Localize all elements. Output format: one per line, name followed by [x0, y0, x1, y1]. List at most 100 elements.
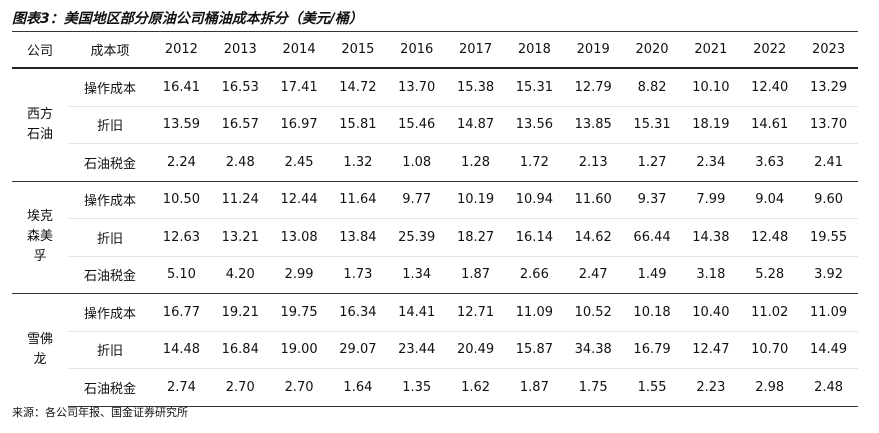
header-cell: 2013	[210, 31, 270, 69]
value-cell: 2.70	[269, 368, 329, 407]
value-cell: 2.66	[504, 255, 564, 294]
value-cell: 19.21	[210, 293, 270, 331]
item-cell: 石油税金	[68, 368, 152, 407]
title: 图表3：美国地区部分原油公司桶油成本拆分（美元/桶）	[12, 11, 363, 27]
value-cell: 9.37	[622, 180, 682, 219]
value-cell: 34.38	[563, 330, 623, 369]
value-cell: 16.34	[328, 293, 388, 331]
value-cell: 18.19	[681, 105, 741, 144]
value-cell: 17.41	[269, 67, 329, 106]
value-cell: 10.52	[563, 293, 623, 331]
item-cell: 石油税金	[68, 143, 152, 181]
value-cell: 5.10	[152, 255, 211, 294]
value-cell: 25.39	[387, 218, 447, 256]
value-cell: 2.70	[210, 368, 270, 407]
value-cell: 2.45	[269, 143, 329, 181]
value-cell: 14.61	[740, 105, 800, 144]
value-cell: 11.09	[504, 293, 564, 331]
value-cell: 2.99	[269, 255, 329, 294]
value-cell: 13.21	[210, 218, 270, 256]
header-cell: 2015	[328, 31, 388, 69]
value-cell: 10.19	[446, 180, 505, 219]
value-cell: 66.44	[622, 218, 682, 256]
value-cell: 1.87	[504, 368, 564, 407]
value-cell: 15.38	[446, 67, 505, 106]
value-cell: 8.82	[622, 67, 682, 106]
header-cell: 2016	[387, 31, 447, 69]
item-cell: 折旧	[68, 105, 152, 144]
value-cell: 13.29	[799, 67, 858, 106]
value-cell: 15.46	[387, 105, 447, 144]
value-cell: 10.94	[504, 180, 564, 219]
value-cell: 1.49	[622, 255, 682, 294]
value-cell: 14.49	[799, 330, 858, 369]
value-cell: 13.84	[328, 218, 388, 256]
value-cell: 12.63	[152, 218, 211, 256]
value-cell: 29.07	[328, 330, 388, 369]
value-cell: 16.79	[622, 330, 682, 369]
value-cell: 1.28	[446, 143, 505, 181]
value-cell: 2.74	[152, 368, 211, 407]
table-row: 石油税金 5.10 4.20 2.99 1.73 1.34 1.87 2.66 2.47 1.49…	[12, 255, 858, 294]
value-cell: 10.10	[681, 67, 741, 106]
header-cell: 2021	[681, 31, 741, 69]
value-cell: 1.27	[622, 143, 682, 181]
value-cell: 13.59	[152, 105, 211, 144]
value-cell: 2.47	[563, 255, 623, 294]
source-note: 来源：各公司年报、国金证券研究所	[12, 406, 188, 419]
value-cell: 1.35	[387, 368, 447, 407]
header-cell: 成本项	[68, 31, 152, 69]
header-cell: 2017	[446, 31, 505, 69]
value-cell: 19.00	[269, 330, 329, 369]
value-cell: 9.04	[740, 180, 800, 219]
value-cell: 16.77	[152, 293, 211, 331]
value-cell: 15.81	[328, 105, 388, 144]
value-cell: 2.24	[152, 143, 211, 181]
table-row: 西方石油 操作成本 16.41 16.53 17.41 14.72 13.70 15.38 15…	[12, 67, 858, 181]
value-cell: 11.64	[328, 180, 388, 219]
value-cell: 16.97	[269, 105, 329, 144]
value-cell: 10.70	[740, 330, 800, 369]
value-cell: 14.62	[563, 218, 623, 256]
value-cell: 1.34	[387, 255, 447, 294]
value-cell: 1.62	[446, 368, 505, 407]
value-cell: 18.27	[446, 218, 505, 256]
value-cell: 13.56	[504, 105, 564, 144]
value-cell: 3.18	[681, 255, 741, 294]
value-cell: 15.87	[504, 330, 564, 369]
value-cell: 1.55	[622, 368, 682, 407]
value-cell: 16.14	[504, 218, 564, 256]
value-cell: 3.63	[740, 143, 800, 181]
value-cell: 13.08	[269, 218, 329, 256]
table-row: 折旧 12.63 13.21 13.08 13.84 25.39 18.27 16.14 14.…	[12, 218, 858, 256]
value-cell: 12.40	[740, 67, 800, 106]
table-row: 埃克森美孚 操作成本 10.50 11.24 12.44 11.64 9.77 10.19 10…	[12, 180, 858, 294]
item-cell: 操作成本	[68, 67, 152, 106]
value-cell: 2.48	[210, 143, 270, 181]
company-cell: 西方石油	[12, 67, 68, 181]
value-cell: 4.20	[210, 255, 270, 294]
value-cell: 2.13	[563, 143, 623, 181]
value-cell: 7.99	[681, 180, 741, 219]
header-cell: 2012	[152, 31, 211, 69]
value-cell: 12.71	[446, 293, 505, 331]
value-cell: 12.44	[269, 180, 329, 219]
value-cell: 14.72	[328, 67, 388, 106]
value-cell: 23.44	[387, 330, 447, 369]
table-row: 石油税金 2.74 2.70 2.70 1.64 1.35 1.62 1.87 1.75 1.55…	[12, 368, 858, 407]
value-cell: 2.34	[681, 143, 741, 181]
value-cell: 12.48	[740, 218, 800, 256]
value-cell: 12.79	[563, 67, 623, 106]
value-cell: 1.64	[328, 368, 388, 407]
company-cell: 埃克森美孚	[12, 180, 68, 294]
table-row: 折旧 13.59 16.57 16.97 15.81 15.46 14.87 13.56 13.…	[12, 105, 858, 144]
value-cell: 14.41	[387, 293, 447, 331]
value-cell: 1.08	[387, 143, 447, 181]
value-cell: 14.38	[681, 218, 741, 256]
value-cell: 11.60	[563, 180, 623, 219]
value-cell: 13.85	[563, 105, 623, 144]
item-cell: 操作成本	[68, 293, 152, 331]
item-cell: 石油税金	[68, 255, 152, 294]
value-cell: 9.60	[799, 180, 858, 219]
table-row: 石油税金 2.24 2.48 2.45 1.32 1.08 1.28 1.72 2.13 1.27…	[12, 143, 858, 181]
